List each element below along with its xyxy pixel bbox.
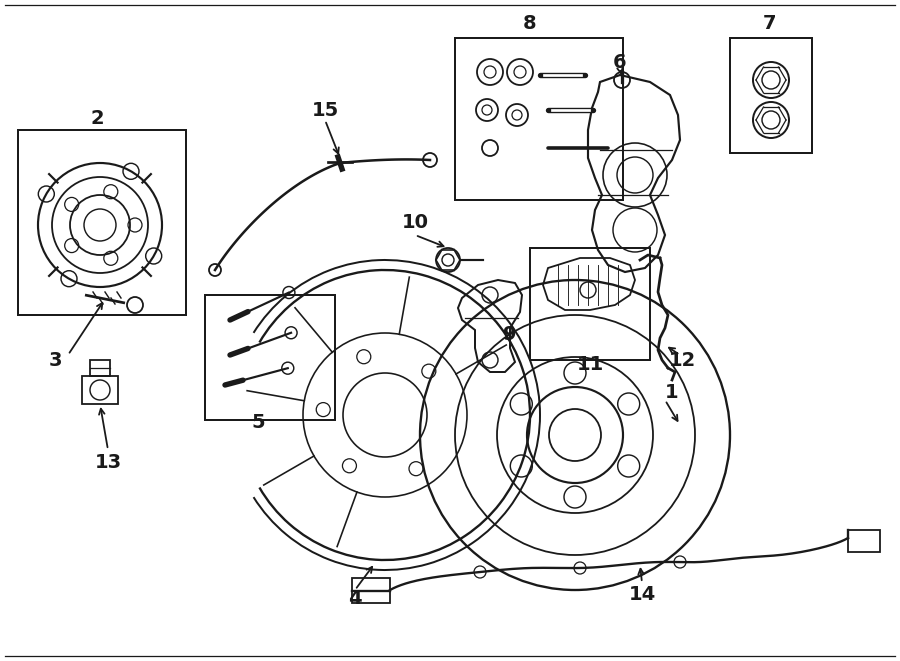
Text: 11: 11: [576, 356, 604, 375]
Text: 5: 5: [251, 414, 265, 432]
Bar: [205, 295, 335, 420]
Text: 6: 6: [613, 52, 626, 71]
Bar: [352, 578, 390, 603]
Text: 2: 2: [90, 109, 104, 128]
Bar: [455, 38, 623, 200]
Bar: [530, 248, 650, 360]
Bar: [730, 38, 812, 153]
Text: 1: 1: [665, 383, 679, 403]
Bar: [848, 530, 880, 552]
Text: 12: 12: [669, 350, 696, 369]
Text: 4: 4: [348, 588, 362, 607]
Text: 3: 3: [49, 350, 62, 369]
Text: 10: 10: [401, 214, 428, 233]
Bar: [82, 376, 118, 404]
Text: 15: 15: [311, 100, 338, 120]
Text: 7: 7: [763, 14, 777, 33]
Text: 9: 9: [503, 325, 517, 344]
Text: 14: 14: [628, 584, 655, 603]
Bar: [90, 360, 110, 376]
Text: 13: 13: [94, 453, 122, 471]
Bar: [18, 130, 186, 315]
Text: 8: 8: [523, 14, 536, 33]
